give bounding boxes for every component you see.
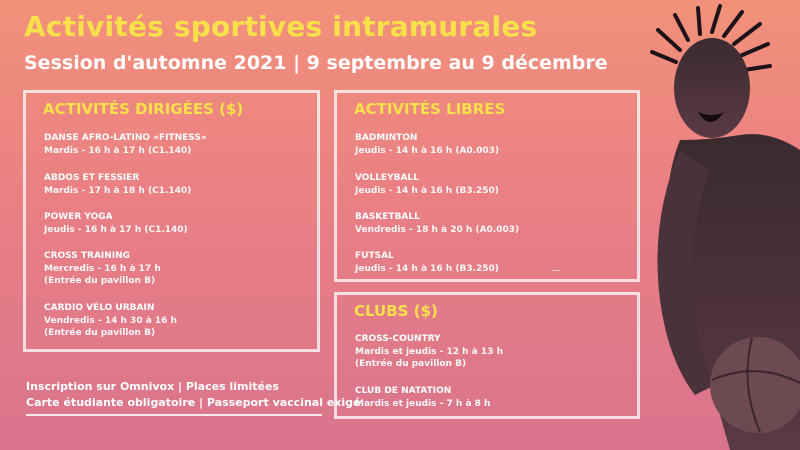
footer-line-registration: Inscription sur Omnivox | Places limitée… <box>26 380 279 393</box>
activity-schedule: Mercredis - 16 h à 17 h <box>44 263 161 274</box>
box-title-libres: ACTIVITÉS LIBRES <box>354 100 506 118</box>
activity-name: CROSS TRAINING <box>44 251 131 261</box>
activity-schedule: Vendredis - 14 h 30 à 16 h <box>44 315 177 326</box>
box-title-clubs: CLUBS ($) <box>354 302 438 320</box>
decorative-dash <box>552 270 560 271</box>
activity-item: ABDOS ET FESSIER Mardis - 17 h à 18 h (C… <box>44 172 191 197</box>
page-title: Activités sportives intramurales <box>24 10 538 43</box>
activity-item: BASKETBALL Vendredis - 18 h à 20 h (A0.0… <box>355 211 519 236</box>
activity-item: VOLLEYBALL Jeudis - 14 h à 16 h (B3.250) <box>355 172 499 197</box>
activity-schedule: Vendredis - 18 h à 20 h (A0.003) <box>355 224 520 235</box>
activity-schedule: Mardis et jeudis - 12 h à 13 h <box>355 346 503 357</box>
box-activites-dirigees: ACTIVITÉS DIRIGÉES ($) DANSE AFRO-LATINO… <box>23 90 320 352</box>
page-subtitle: Session d'automne 2021 | 9 septembre au … <box>24 52 608 74</box>
activity-item: CROSS TRAINING Mercredis - 16 h à 17 h (… <box>44 250 161 288</box>
activity-name: FUTSAL <box>355 251 394 261</box>
activity-schedule: Jeudis - 14 h à 16 h (B3.250) <box>355 263 499 274</box>
player-mouth <box>698 112 724 122</box>
activity-item: POWER YOGA Jeudis - 16 h à 17 h (C1.140) <box>44 211 188 236</box>
activity-name: CLUB DE NATATION <box>355 386 452 396</box>
footer-divider <box>26 414 322 416</box>
activity-schedule: Jeudis - 14 h à 16 h (B3.250) <box>355 185 499 196</box>
activity-item: FUTSAL Jeudis - 14 h à 16 h (B3.250) <box>355 250 499 275</box>
player-arm <box>657 150 715 395</box>
activity-name: CARDIO VÉLO URBAIN <box>44 303 155 313</box>
box-title-dirigees: ACTIVITÉS DIRIGÉES ($) <box>43 100 244 118</box>
activity-name: DANSE AFRO-LATINO «FITNESS» <box>44 133 207 143</box>
activity-item: BADMINTON Jeudis - 14 h à 16 h (A0.003) <box>355 132 499 157</box>
activity-schedule: Mardis et jeudis - 7 h à 8 h <box>355 398 491 409</box>
activity-location: (Entrée du pavillon B) <box>355 359 467 369</box>
activity-schedule: Mardis - 17 h à 18 h (C1.140) <box>44 185 192 196</box>
activity-item: DANSE AFRO-LATINO «FITNESS» Mardis - 16 … <box>44 132 207 157</box>
activity-name: POWER YOGA <box>44 212 113 222</box>
activity-name: ABDOS ET FESSIER <box>44 173 140 183</box>
activity-name: BASKETBALL <box>355 212 420 222</box>
activity-schedule: Jeudis - 14 h à 16 h (A0.003) <box>355 145 500 156</box>
box-activites-libres: ACTIVITÉS LIBRES BADMINTON Jeudis - 14 h… <box>334 90 640 282</box>
activity-item: CARDIO VÉLO URBAIN Vendredis - 14 h 30 à… <box>44 302 177 340</box>
activity-location: (Entrée du pavillon B) <box>44 276 156 286</box>
player-hair <box>650 4 772 72</box>
activity-schedule: Jeudis - 16 h à 17 h (C1.140) <box>44 224 188 235</box>
box-clubs: CLUBS ($) CROSS-COUNTRY Mardis et jeudis… <box>334 292 640 419</box>
basketball-icon <box>710 337 800 433</box>
activity-location: (Entrée du pavillon B) <box>44 328 156 338</box>
activity-item: CLUB DE NATATION Mardis et jeudis - 7 h … <box>355 385 490 410</box>
activity-schedule: Mardis - 16 h à 17 h (C1.140) <box>44 145 192 156</box>
footer-line-requirements: Carte étudiante obligatoire | Passeport … <box>26 396 361 409</box>
activity-name: CROSS-COUNTRY <box>355 334 441 344</box>
activity-name: VOLLEYBALL <box>355 173 419 183</box>
player-head <box>674 38 750 138</box>
activity-item: CROSS-COUNTRY Mardis et jeudis - 12 h à … <box>355 333 503 371</box>
activity-name: BADMINTON <box>355 133 418 143</box>
basketball-player-photo <box>650 4 800 450</box>
